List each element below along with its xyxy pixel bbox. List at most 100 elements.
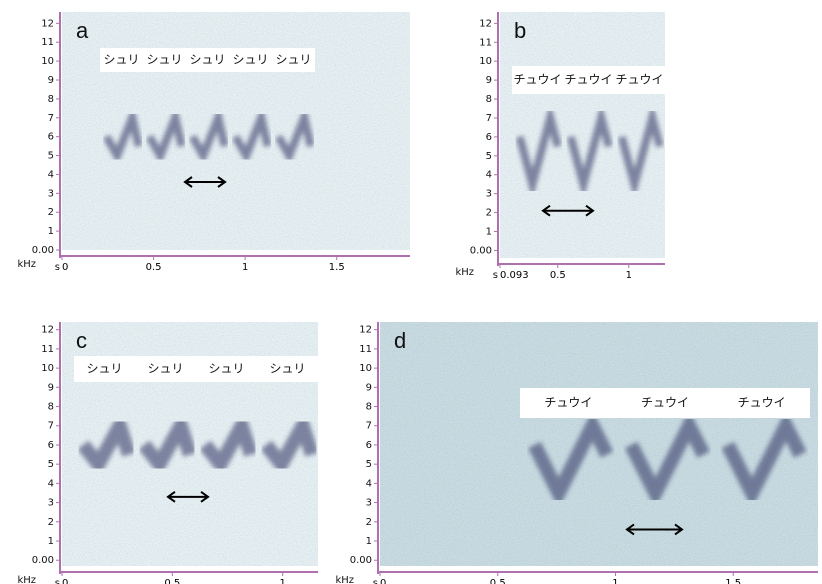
x-tick-label: 0	[62, 262, 68, 273]
y-tick-label: 3	[48, 188, 54, 199]
y-tick-label: 6	[366, 440, 372, 451]
y-tick-label: 4	[48, 169, 54, 180]
x-unit: s	[493, 270, 498, 281]
x-tick-label: 0	[380, 578, 386, 584]
call-label: シュリ	[146, 53, 182, 67]
y-tick-label: 5	[48, 459, 54, 470]
y-unit: kHz	[455, 267, 474, 278]
syllable	[515, 102, 562, 200]
x-tick-label: 1	[612, 578, 618, 584]
call-label: シュリ	[86, 362, 122, 376]
y-unit: kHz	[17, 259, 36, 270]
call-label: チュウイ	[738, 396, 786, 410]
x-tick-label: 1	[280, 578, 286, 584]
y-tick-label: 8	[48, 94, 54, 105]
y-tick-label: 10	[41, 56, 54, 67]
y-tick-label: 4	[48, 478, 54, 489]
y-tick-label: 5	[486, 151, 492, 162]
y-tick-label: 1	[48, 226, 54, 237]
x-tick-label: 1.5	[329, 262, 345, 273]
y-tick-label: 3	[48, 498, 54, 509]
x-unit: s	[373, 578, 378, 584]
x-tick-label: 0.5	[550, 270, 566, 281]
y-tick-label: 3	[366, 498, 372, 509]
y-tick-label: 10	[41, 363, 54, 374]
y-tick-label: 0.00	[32, 245, 54, 256]
call-label: チュウイ	[513, 73, 561, 87]
y-tick-label: 11	[41, 37, 54, 48]
call-label: シュリ	[147, 362, 183, 376]
y-tick-label: 7	[486, 113, 492, 124]
spectrogram-noise	[62, 12, 410, 250]
y-tick-label: 11	[479, 37, 492, 48]
y-tick-label: 5	[366, 459, 372, 470]
y-tick-label: 0.00	[32, 555, 54, 566]
y-tick-label: 0.00	[350, 555, 372, 566]
y-tick-label: 10	[359, 363, 372, 374]
x-tick-label: 1	[242, 262, 248, 273]
y-tick-label: 11	[41, 344, 54, 355]
call-label: シュリ	[208, 362, 244, 376]
y-tick-label: 2	[48, 207, 54, 218]
syllable	[77, 408, 136, 477]
syllable	[721, 410, 807, 509]
x-tick-label: 1.5	[725, 578, 741, 584]
syllable	[528, 410, 614, 509]
y-tick-label: 12	[41, 18, 54, 29]
y-tick-label: 3	[486, 189, 492, 200]
y-unit: kHz	[335, 575, 354, 584]
syllable	[624, 410, 710, 509]
call-label: チュウイ	[641, 396, 689, 410]
syllable	[145, 104, 186, 165]
y-tick-label: 7	[48, 421, 54, 432]
y-tick-label: 12	[41, 325, 54, 336]
syllable	[260, 408, 319, 477]
y-tick-label: 10	[479, 56, 492, 67]
x-unit: s	[55, 578, 60, 584]
syllable	[566, 102, 613, 200]
call-label: シュリ	[275, 53, 311, 67]
y-tick-label: 4	[366, 478, 372, 489]
y-tick-label: 2	[486, 208, 492, 219]
syllable	[274, 104, 315, 165]
y-tick-label: 9	[48, 75, 54, 86]
call-banner	[512, 66, 665, 94]
syllable	[617, 102, 664, 200]
x-tick-label: 0.093	[500, 270, 529, 281]
y-tick-label: 2	[366, 517, 372, 528]
y-tick-label: 9	[366, 382, 372, 393]
x-tick-label: 0.5	[146, 262, 162, 273]
syllable	[138, 408, 197, 477]
y-tick-label: 7	[366, 421, 372, 432]
call-banner	[100, 48, 315, 72]
call-label: チュウイ	[544, 396, 592, 410]
call-label: チュウイ	[615, 73, 663, 87]
x-tick-label: 0.5	[490, 578, 506, 584]
syllable	[231, 104, 272, 165]
panel-letter: d	[394, 328, 406, 353]
syllable	[102, 104, 143, 165]
y-tick-label: 5	[48, 151, 54, 162]
y-tick-label: 12	[479, 18, 492, 29]
call-banner	[74, 356, 318, 382]
scale-arrow	[166, 491, 210, 503]
y-tick-label: 12	[359, 325, 372, 336]
y-tick-label: 11	[359, 344, 372, 355]
x-tick-label: 1	[626, 270, 632, 281]
y-tick-label: 2	[48, 517, 54, 528]
y-unit: kHz	[17, 575, 36, 584]
scale-arrow	[541, 204, 595, 217]
y-tick-label: 1	[48, 536, 54, 547]
call-label: シュリ	[232, 53, 268, 67]
y-tick-label: 8	[366, 402, 372, 413]
x-unit: s	[55, 262, 60, 273]
y-tick-label: 4	[486, 170, 492, 181]
y-tick-label: 1	[366, 536, 372, 547]
scale-arrow	[625, 523, 684, 536]
panel-letter: c	[76, 328, 87, 353]
